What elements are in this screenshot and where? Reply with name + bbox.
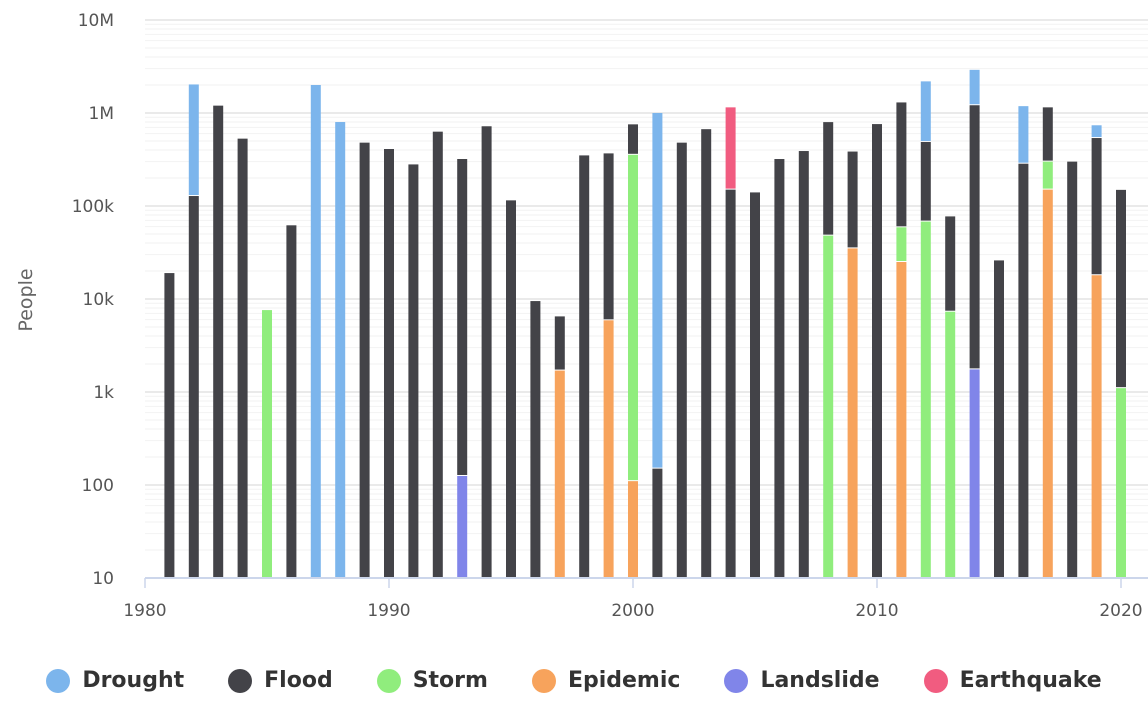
x-tick-label: 2020	[1099, 601, 1142, 621]
bar-segment-flood-1984	[237, 138, 248, 578]
bar-segment-epidemic-1997	[554, 370, 565, 577]
legend-label: Flood	[264, 668, 333, 693]
bar-segment-flood-1999	[603, 153, 614, 320]
bar-segment-flood-2013	[945, 216, 956, 311]
bar-segment-flood-2019	[1091, 138, 1102, 275]
legend-marker-icon	[376, 668, 401, 693]
bar-segment-storm-2020	[1116, 388, 1126, 577]
bar-segment-flood-1993	[457, 159, 468, 475]
x-tick-label: 1980	[123, 601, 166, 621]
bar-segment-flood-2006	[774, 159, 785, 577]
legend-marker-icon	[724, 668, 749, 693]
legend-marker-icon	[228, 668, 253, 693]
legend-label: Landslide	[760, 668, 880, 693]
legend-label: Storm	[412, 668, 488, 693]
bar-segment-flood-1998	[579, 155, 590, 577]
bar-segment-storm-1985	[262, 310, 272, 577]
bar-segment-drought-1988	[335, 122, 346, 577]
bar-segment-drought-1982	[188, 84, 199, 196]
bar-segment-flood-1991	[408, 164, 419, 577]
bar-segment-flood-1995	[506, 200, 516, 577]
bar-segment-flood-2011	[896, 102, 907, 227]
legend-marker-icon	[46, 668, 71, 693]
bar-segment-storm-2011	[896, 227, 907, 261]
y-tick-label: 100k	[72, 197, 114, 217]
bar-segment-earthquake-2004	[725, 107, 736, 189]
legend-item-flood[interactable]: Flood	[228, 668, 333, 693]
bar-segment-flood-2009	[847, 151, 858, 248]
bar-segment-flood-2008	[823, 122, 834, 235]
chart-canvas: 10 100 1k 10k 100k 1M 10M People 1980 1990 2000 201…	[15, 11, 1148, 621]
bar-segment-epidemic-2000	[628, 481, 638, 577]
bar-segment-flood-1981	[164, 273, 175, 577]
y-tick-label: 1k	[93, 383, 114, 403]
bar-segment-epidemic-2009	[847, 248, 858, 577]
bar-segment-flood-2003	[701, 129, 712, 577]
bar-segment-drought-2012	[920, 81, 931, 141]
bar-segment-drought-2016	[1018, 106, 1029, 163]
legend-item-storm[interactable]: Storm	[376, 668, 488, 693]
bar-segment-flood-2010	[872, 124, 882, 577]
x-tick-label: 2000	[611, 601, 654, 621]
bar-segment-epidemic-1999	[603, 320, 614, 577]
bar-segment-flood-2012	[920, 141, 931, 221]
bar-segment-landslide-1993	[457, 475, 468, 577]
x-tick-label: 2010	[855, 601, 898, 621]
legend-marker-icon	[923, 668, 948, 693]
bar-segment-drought-2014	[969, 69, 980, 105]
legend-label: Earthquake	[959, 668, 1102, 693]
bar-segment-epidemic-2019	[1091, 275, 1102, 577]
bar-segment-drought-2001	[652, 112, 663, 468]
bar-segment-flood-1983	[213, 105, 224, 578]
bar-segment-landslide-2014	[969, 369, 980, 577]
bar-segment-flood-2000	[628, 124, 638, 154]
bar-segment-drought-2019	[1091, 125, 1102, 138]
bar-segment-flood-2005	[750, 192, 760, 577]
legend-item-earthquake[interactable]: Earthquake	[923, 668, 1102, 693]
legend-label: Drought	[82, 668, 185, 693]
bar-segment-flood-1996	[530, 301, 541, 577]
legend: Drought Flood Storm Epidemic Landslide Earthq…	[0, 668, 1148, 693]
bar-segment-storm-2017	[1042, 161, 1053, 189]
bar-segment-storm-2013	[945, 311, 956, 577]
y-tick-label: 10M	[78, 11, 114, 31]
bar-segment-flood-2004	[725, 189, 736, 577]
y-tick-label: 100	[82, 476, 114, 496]
bar-segment-storm-2008	[823, 235, 834, 577]
bar-segment-flood-2017	[1042, 107, 1053, 161]
legend-item-drought[interactable]: Drought	[46, 668, 184, 693]
y-tick-label: 10	[92, 569, 114, 589]
bar-segment-flood-1990	[384, 149, 394, 577]
bar-segment-storm-2012	[920, 221, 931, 578]
bar-segment-flood-2020	[1116, 189, 1126, 388]
bar-segment-drought-1987	[310, 85, 321, 577]
bar-segment-flood-1982	[188, 196, 199, 577]
y-axis-title: People	[15, 268, 37, 331]
bar-segment-epidemic-2017	[1042, 189, 1053, 577]
bar-segment-flood-2001	[652, 468, 663, 577]
legend-label: Epidemic	[567, 668, 681, 693]
bar-segment-storm-2000	[628, 154, 638, 481]
bar-segment-flood-2016	[1018, 163, 1029, 577]
bar-segment-epidemic-2011	[896, 261, 907, 577]
bar-segment-flood-2002	[676, 142, 687, 577]
y-tick-label: 10k	[83, 290, 115, 310]
y-tick-label: 1M	[89, 104, 114, 124]
bar-segment-flood-1992	[432, 131, 443, 578]
legend-item-landslide[interactable]: Landslide	[724, 668, 880, 693]
x-tick-label: 1990	[367, 601, 410, 621]
legend-item-epidemic[interactable]: Epidemic	[531, 668, 681, 693]
bar-segment-flood-2007	[798, 151, 809, 577]
bar-segment-flood-1986	[286, 225, 297, 578]
legend-marker-icon	[531, 668, 556, 693]
bar-segment-flood-1994	[481, 126, 492, 578]
bar-segment-flood-2014	[969, 105, 980, 369]
bar-segment-flood-1997	[554, 316, 565, 370]
bar-segment-flood-2018	[1067, 161, 1078, 577]
bar-segment-flood-1989	[359, 142, 370, 577]
bar-segment-flood-2015	[994, 260, 1004, 577]
